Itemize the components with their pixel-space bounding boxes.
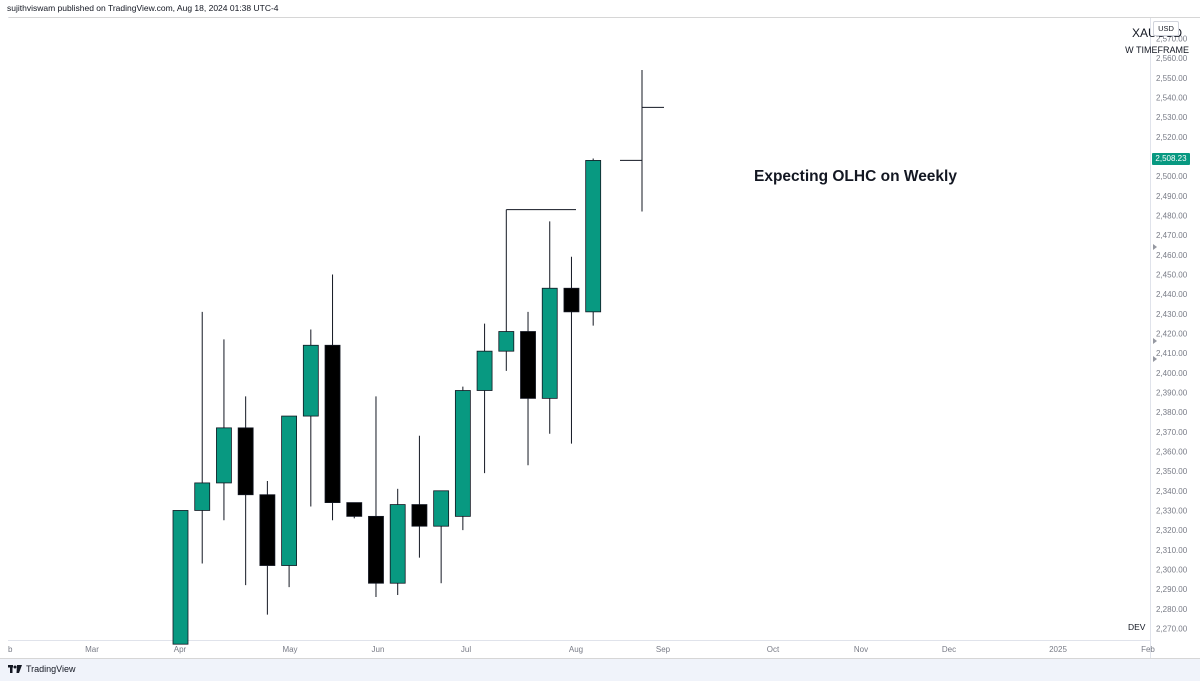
y-tick-label: 2,430.00 bbox=[1156, 310, 1188, 319]
y-tick-label: 2,570.00 bbox=[1156, 35, 1188, 44]
footer-bar: TradingView bbox=[0, 658, 1200, 681]
y-tick-label: 2,380.00 bbox=[1156, 408, 1188, 417]
x-tick-label: Apr bbox=[174, 645, 187, 654]
price-marker-icon bbox=[1153, 244, 1157, 250]
x-tick-label: Aug bbox=[569, 645, 583, 654]
tradingview-logo[interactable]: TradingView bbox=[8, 664, 76, 674]
candle-body bbox=[368, 515, 384, 584]
candle-body bbox=[563, 287, 580, 313]
candle-body bbox=[237, 427, 254, 496]
x-tick-label: Mar bbox=[85, 645, 99, 654]
y-tick-label: 2,270.00 bbox=[1156, 624, 1188, 633]
currency-label[interactable]: USD bbox=[1153, 21, 1179, 36]
dev-label: DEV bbox=[1128, 622, 1146, 632]
candle-body bbox=[520, 331, 536, 399]
candle-body bbox=[454, 390, 471, 517]
candle-body bbox=[498, 331, 515, 352]
x-tick-label: Jun bbox=[372, 645, 385, 654]
y-tick-label: 2,480.00 bbox=[1156, 211, 1188, 220]
y-tick-label: 2,370.00 bbox=[1156, 428, 1188, 437]
y-tick-label: 2,550.00 bbox=[1156, 74, 1188, 83]
y-tick-label: 2,460.00 bbox=[1156, 251, 1188, 260]
candle-body bbox=[433, 490, 450, 527]
y-tick-label: 2,350.00 bbox=[1156, 467, 1188, 476]
y-tick-label: 2,400.00 bbox=[1156, 369, 1188, 378]
y-tick-label: 2,540.00 bbox=[1156, 93, 1188, 102]
y-tick-label: 2,520.00 bbox=[1156, 133, 1188, 142]
y-tick-label: 2,280.00 bbox=[1156, 605, 1188, 614]
y-tick-label: 2,290.00 bbox=[1156, 585, 1188, 594]
candle-body bbox=[194, 482, 211, 511]
price-marker-icon bbox=[1153, 338, 1157, 344]
y-tick-label: 2,560.00 bbox=[1156, 54, 1188, 63]
x-axis-labels: b Mar Apr May Jun Jul Aug Sep Oct Nov Dec 2025 Feb bbox=[8, 645, 1155, 654]
price-axis[interactable] bbox=[1150, 18, 1200, 658]
y-tick-label: 2,420.00 bbox=[1156, 329, 1188, 338]
x-tick-label: Sep bbox=[656, 645, 671, 654]
y-tick-label: 2,410.00 bbox=[1156, 349, 1188, 358]
y-tick-label: 2,310.00 bbox=[1156, 546, 1188, 555]
x-tick-label: Jul bbox=[461, 645, 471, 654]
y-tick-label: 2,440.00 bbox=[1156, 290, 1188, 299]
candle-body bbox=[541, 287, 558, 399]
y-tick-label: 2,470.00 bbox=[1156, 231, 1188, 240]
candle-body bbox=[389, 504, 406, 584]
time-axis[interactable] bbox=[8, 640, 1150, 659]
y-tick-label: 2,500.00 bbox=[1156, 172, 1188, 181]
x-tick-label: May bbox=[282, 645, 297, 654]
annotation-text: Expecting OLHC on Weekly bbox=[754, 168, 957, 185]
candle-layer bbox=[172, 158, 602, 645]
current-price-tag: 2,508.23 bbox=[1152, 153, 1190, 165]
price-marker-icon bbox=[1153, 356, 1157, 362]
x-tick-label: Feb bbox=[1141, 645, 1155, 654]
y-tick-label: 2,340.00 bbox=[1156, 487, 1188, 496]
y-tick-label: 2,360.00 bbox=[1156, 447, 1188, 456]
x-tick-label: Nov bbox=[854, 645, 868, 654]
candle-body bbox=[216, 427, 232, 484]
candle-body bbox=[302, 344, 319, 417]
candle-body bbox=[476, 350, 493, 391]
candle-body bbox=[172, 510, 189, 645]
y-tick-label: 2,530.00 bbox=[1156, 113, 1188, 122]
y-axis-labels: 2,270.00 2,280.00 2,290.00 2,300.00 2,310.00… bbox=[1156, 35, 1188, 634]
x-tick-label: Oct bbox=[767, 645, 780, 654]
candle-body bbox=[259, 494, 276, 566]
candle-body bbox=[324, 344, 341, 503]
publish-info: sujithviswam published on TradingView.co… bbox=[7, 3, 279, 13]
tradingview-logo-icon bbox=[8, 664, 22, 673]
timeframe-label: W TIMEFRAME bbox=[1125, 45, 1189, 55]
y-tick-label: 2,390.00 bbox=[1156, 388, 1188, 397]
y-tick-label: 2,330.00 bbox=[1156, 506, 1188, 515]
x-tick-label: Dec bbox=[942, 645, 956, 654]
chart-plot-area[interactable] bbox=[8, 18, 1148, 640]
y-tick-label: 2,320.00 bbox=[1156, 526, 1188, 535]
y-tick-label: 2,300.00 bbox=[1156, 565, 1188, 574]
y-tick-label: 2,490.00 bbox=[1156, 192, 1188, 201]
publish-header: sujithviswam published on TradingView.co… bbox=[0, 0, 1200, 18]
candle-body bbox=[585, 160, 602, 313]
projection-layer bbox=[506, 69, 664, 212]
x-tick-label: 2025 bbox=[1049, 645, 1067, 654]
candle-body bbox=[346, 502, 363, 517]
x-tick-label: b bbox=[8, 645, 13, 654]
candle-body bbox=[411, 504, 428, 527]
y-tick-label: 2,450.00 bbox=[1156, 270, 1188, 279]
candle-body bbox=[281, 415, 298, 566]
tradingview-brand: TradingView bbox=[26, 664, 76, 674]
